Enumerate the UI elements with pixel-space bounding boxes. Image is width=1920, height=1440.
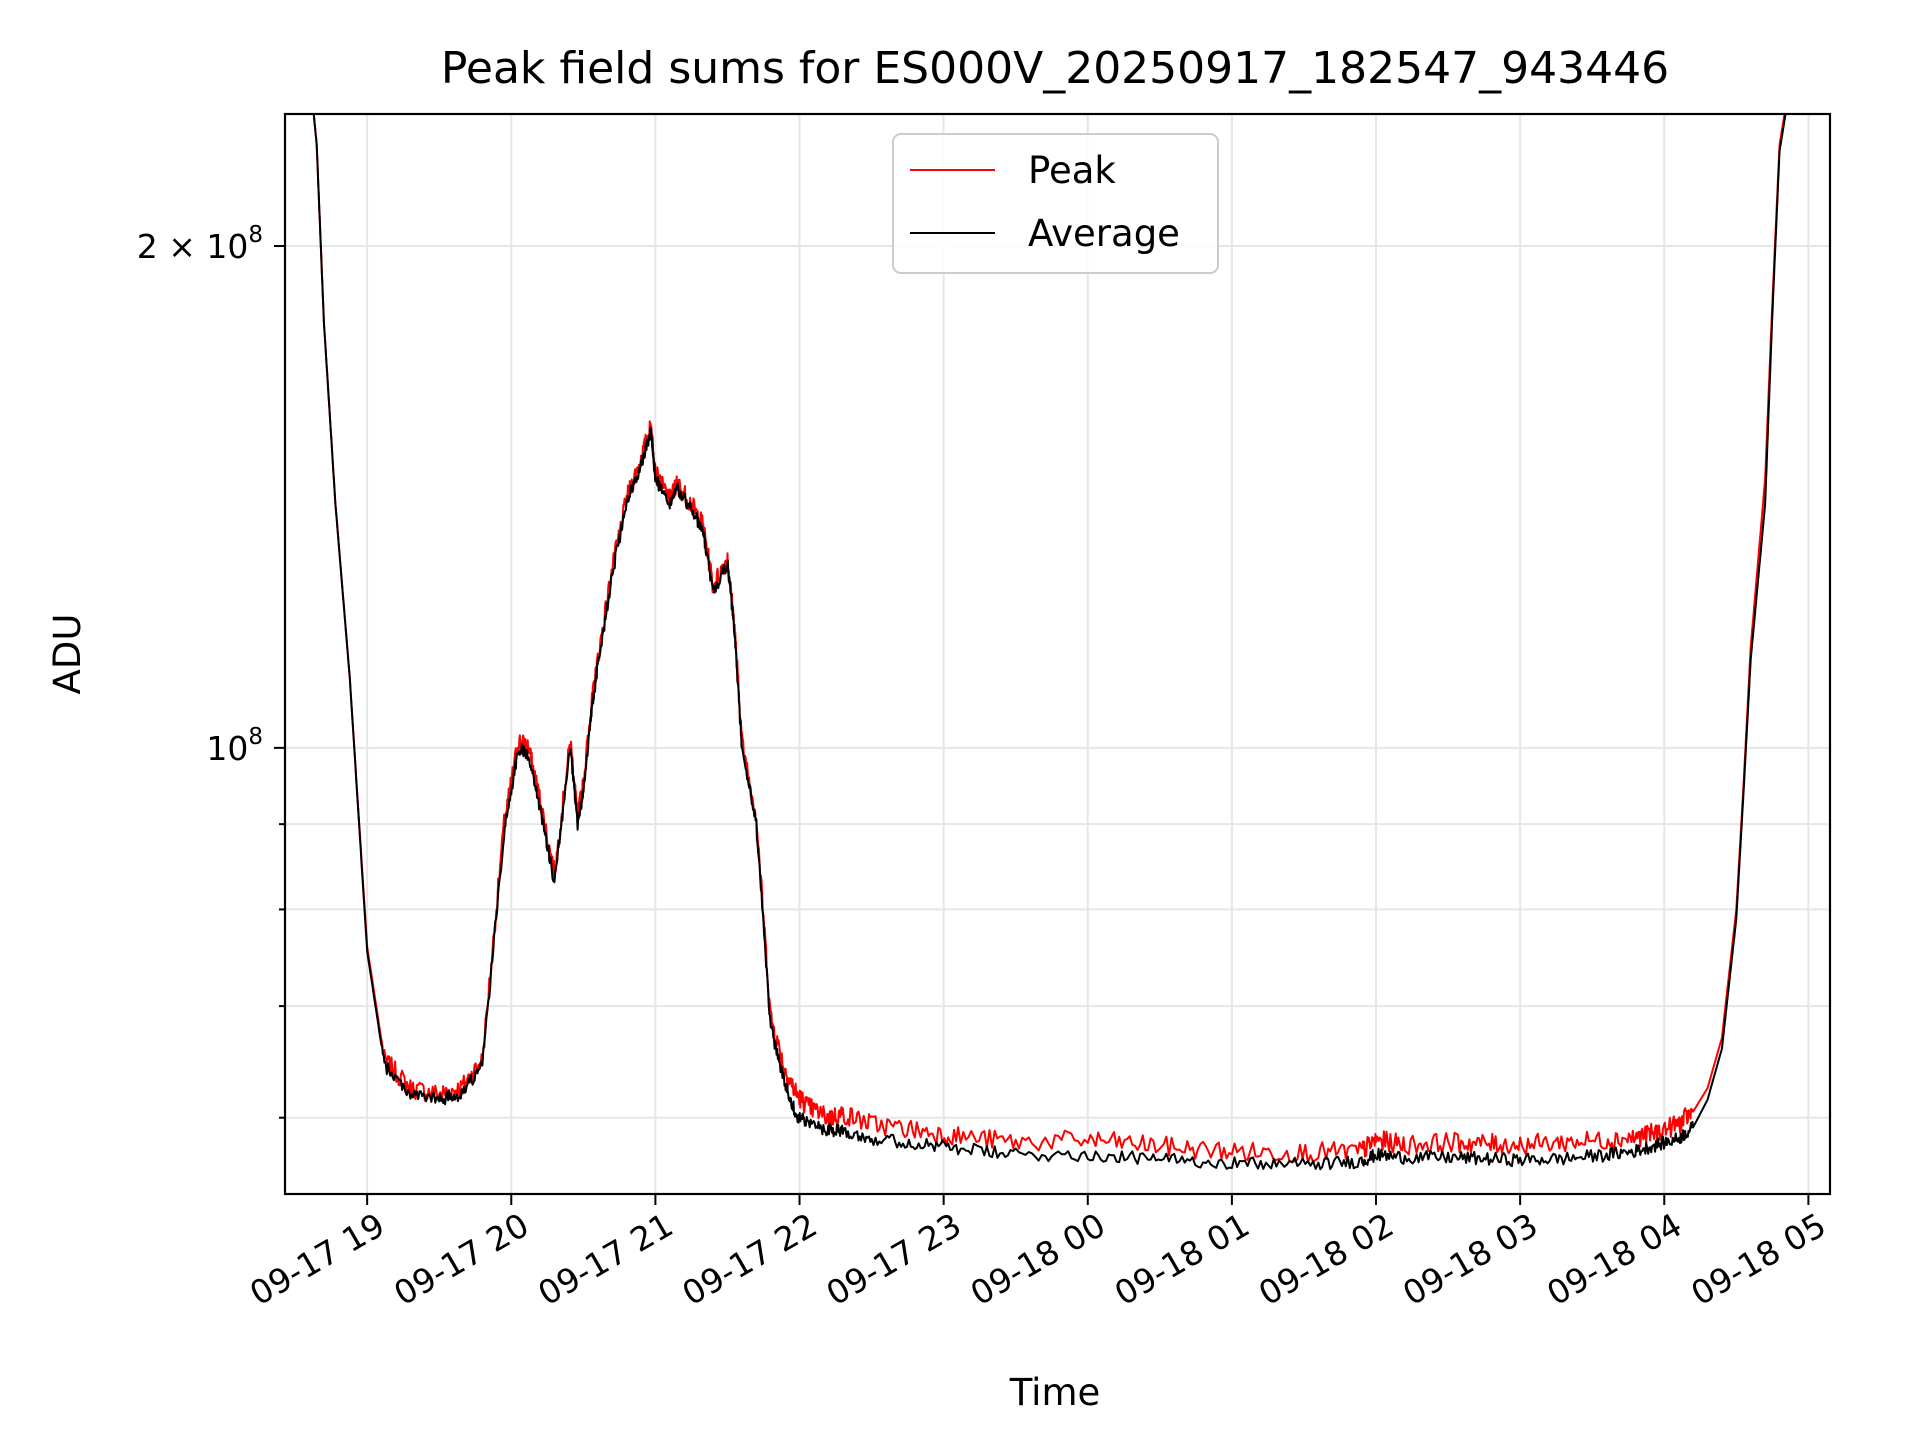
series-line-average: [312, 114, 1787, 1171]
chart-title: Peak field sums for ES000V_20250917_1825…: [441, 43, 1669, 94]
y-tick-exponent: 8: [248, 222, 263, 248]
y-axis-label: ADU: [46, 614, 89, 695]
legend-box: [892, 133, 1219, 274]
y-tick-label: 108: [206, 724, 263, 768]
y-tick-exponent: 8: [248, 724, 263, 750]
legend: Peak Average: [892, 133, 1219, 274]
plot-frame: [283, 112, 1832, 1196]
y-tick-multiplier: 2 ×: [137, 227, 207, 266]
legend-label-peak: Peak: [1028, 149, 1116, 192]
grid: [285, 114, 1830, 1194]
legend-label-average: Average: [1028, 212, 1180, 255]
y-tick-base: 10: [206, 227, 248, 266]
y-tick-base: 10: [206, 729, 248, 768]
y-tick-label: 2 × 108: [137, 222, 263, 266]
x-axis-label: Time: [1009, 1371, 1101, 1414]
